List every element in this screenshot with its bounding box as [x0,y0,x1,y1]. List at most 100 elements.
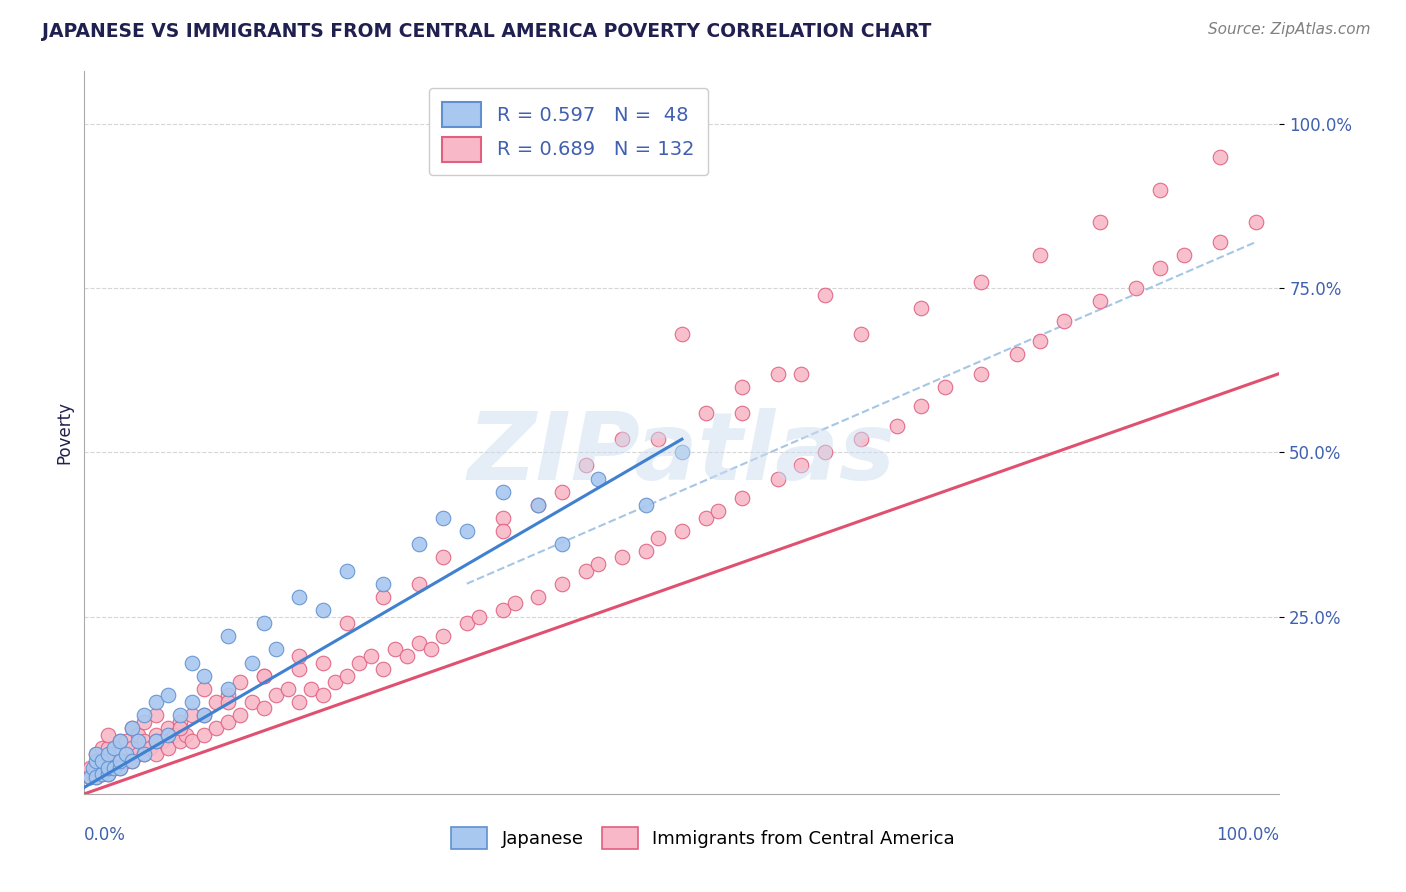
Point [103,761,125,775]
Point [150,734,173,748]
Point [217,681,239,696]
Point [110,761,132,775]
Point [910,400,932,414]
Point [1149,261,1171,276]
Point [127,747,149,762]
Point [671,327,693,342]
Point [217,714,239,729]
Point [193,668,215,682]
Point [503,596,526,610]
Point [181,695,204,709]
Point [121,721,143,735]
Point [79,771,101,785]
Point [169,714,191,729]
Point [492,524,515,538]
Point [103,747,125,762]
Point [647,531,669,545]
Point [217,689,239,703]
Point [1125,281,1147,295]
Point [1244,215,1267,229]
Point [910,301,932,315]
Point [1005,347,1028,361]
Point [325,675,347,690]
Point [157,689,180,703]
Point [373,662,395,676]
Point [636,544,658,558]
Point [217,695,239,709]
Point [193,728,215,742]
Point [492,511,515,525]
Point [169,721,191,735]
Point [97,747,120,762]
Point [121,740,143,755]
Point [264,642,287,657]
Point [790,367,813,381]
Point [612,550,634,565]
Legend: Japanese, Immigrants from Central America: Japanese, Immigrants from Central Americ… [444,820,962,856]
Point [336,668,359,682]
Point [86,771,108,785]
Point [86,771,108,785]
Point [373,576,395,591]
Point [1090,294,1112,309]
Point [396,648,419,663]
Point [132,714,156,729]
Point [288,648,311,663]
Point [181,734,204,748]
Point [91,754,114,768]
Point [707,504,730,518]
Point [86,761,108,775]
Point [408,576,430,591]
Text: Source: ZipAtlas.com: Source: ZipAtlas.com [1208,22,1371,37]
Point [636,498,658,512]
Point [103,761,125,775]
Point [731,379,754,393]
Point [336,616,359,631]
Point [312,603,335,617]
Point [312,689,335,703]
Point [349,656,371,670]
Point [970,275,993,289]
Point [110,761,132,775]
Point [420,642,443,657]
Point [240,695,263,709]
Point [145,695,167,709]
Point [145,734,167,748]
Point [169,734,191,748]
Point [79,761,101,775]
Point [193,708,215,723]
Point [527,498,550,512]
Point [229,708,252,723]
Point [790,458,813,473]
Point [253,616,276,631]
Point [229,675,252,690]
Point [1029,248,1052,262]
Point [121,754,143,768]
Point [814,445,837,459]
Text: JAPANESE VS IMMIGRANTS FROM CENTRAL AMERICA POVERTY CORRELATION CHART: JAPANESE VS IMMIGRANTS FROM CENTRAL AMER… [42,22,932,41]
Text: 0.0%: 0.0% [84,826,127,845]
Point [115,754,138,768]
Point [851,432,873,446]
Point [110,734,132,748]
Point [253,701,276,715]
Point [1209,150,1232,164]
Point [1149,183,1171,197]
Point [766,367,789,381]
Point [288,695,311,709]
Point [695,511,717,525]
Point [97,740,120,755]
Point [91,767,114,781]
Point [97,767,120,781]
Point [1173,248,1195,262]
Point [132,747,156,762]
Point [432,629,454,643]
Point [240,656,263,670]
Point [86,754,108,768]
Point [253,668,276,682]
Point [132,734,156,748]
Point [103,740,125,755]
Point [527,590,550,604]
Point [193,708,215,723]
Point [217,629,239,643]
